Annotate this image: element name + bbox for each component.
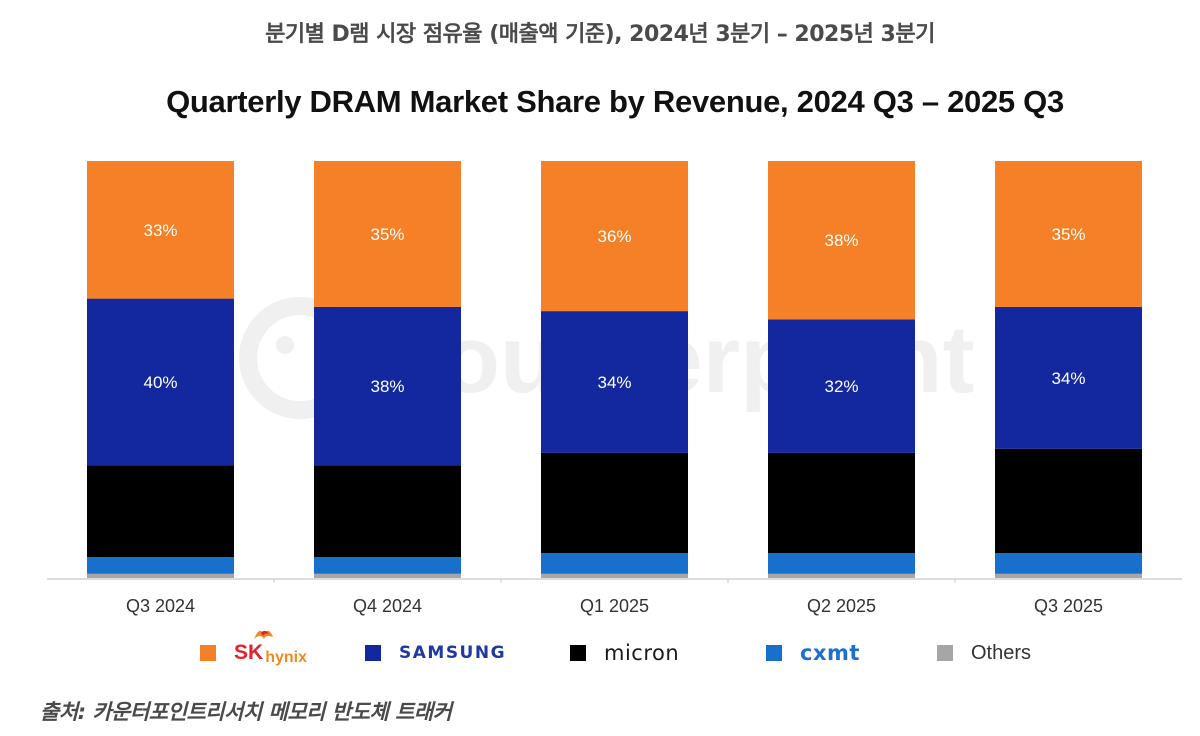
bar-segment-micron-q4-2024 <box>314 465 461 558</box>
bar-segment-cxmt-q1-2025 <box>541 552 688 574</box>
bar-segment-micron-q3-2024 <box>87 465 234 558</box>
bar-segment-sk-hynix-q2-2025 <box>768 161 915 320</box>
bar-segment-cxmt-q3-2024 <box>87 557 234 574</box>
data-label-samsung-q1-2025: 34% <box>597 373 631 392</box>
data-label-sk-hynix-q4-2024: 35% <box>370 225 404 244</box>
bar-segment-micron-q3-2025 <box>995 448 1142 553</box>
bar-segment-samsung-q4-2024 <box>314 306 461 466</box>
sk-wing-icon <box>254 630 273 639</box>
x-tick-label-q3-2025: Q3 2025 <box>1034 596 1103 616</box>
legend-swatch-micron <box>570 645 586 661</box>
bar-segment-samsung-q3-2024 <box>87 298 234 466</box>
bar-segment-samsung-q1-2025 <box>541 311 688 453</box>
bar-segment-sk-hynix-q1-2025 <box>541 161 688 312</box>
legend-label-others: Others <box>971 641 1032 664</box>
bar-segment-others-q3-2024 <box>87 573 234 578</box>
stacked-bar-chart: Counterpoint 40%33%38%35%34%36%32%38%34%… <box>47 161 1182 616</box>
legend-item-cxmt[interactable]: cxmt <box>766 638 860 668</box>
bar-segment-cxmt-q3-2025 <box>995 552 1142 574</box>
legend-item-sk-hynix[interactable]: SK hynix <box>200 630 307 668</box>
bar-segment-samsung-q2-2025 <box>768 319 915 453</box>
x-tick-label-q2-2025: Q2 2025 <box>807 596 876 616</box>
bar-segment-others-q1-2025 <box>541 573 688 578</box>
x-tick-label-q3-2024: Q3 2024 <box>126 596 195 616</box>
x-tick-label-q1-2025: Q1 2025 <box>580 596 649 616</box>
legend-label-sk: SK <box>234 641 264 664</box>
legend-label-samsung: SAMSUNG <box>399 643 507 663</box>
korean-title: 분기별 D램 시장 점유율 (매출액 기준), 2024년 3분기 – 2025… <box>265 22 935 47</box>
data-label-sk-hynix-q2-2025: 38% <box>824 231 858 250</box>
legend-swatch-sk-hynix <box>200 645 216 661</box>
chart-title: Quarterly DRAM Market Share by Revenue, … <box>166 84 1064 119</box>
data-label-sk-hynix-q1-2025: 36% <box>597 227 631 246</box>
data-label-sk-hynix-q3-2024: 33% <box>143 221 177 240</box>
legend-item-samsung[interactable]: SAMSUNG <box>365 638 506 668</box>
data-labels: 40% 33% 38% 35% 34% 36% 32% 38% 34% 35% <box>143 221 1085 396</box>
x-tick-label-q4-2024: Q4 2024 <box>353 596 422 616</box>
legend-item-micron[interactable]: micron <box>570 638 679 668</box>
bar-segment-micron-q1-2025 <box>541 452 688 553</box>
data-label-sk-hynix-q3-2025: 35% <box>1051 225 1085 244</box>
watermark-logo-dot <box>276 336 294 354</box>
bar-segment-sk-hynix-q3-2024 <box>87 161 234 299</box>
bar-segment-micron-q2-2025 <box>768 452 915 553</box>
data-label-samsung-q2-2025: 32% <box>824 377 858 396</box>
bar-segment-samsung-q3-2025 <box>995 306 1142 449</box>
legend-swatch-samsung <box>365 645 381 661</box>
x-axis-ticks <box>273 579 956 583</box>
bar-segment-sk-hynix-q4-2024 <box>314 161 461 307</box>
legend-swatch-cxmt <box>766 645 782 661</box>
source-note: 출처: 카운터포인트리서치 메모리 반도체 트래커 <box>40 700 452 724</box>
data-label-samsung-q3-2024: 40% <box>143 373 177 392</box>
bar-segment-sk-hynix-q3-2025 <box>995 161 1142 307</box>
legend-label-micron: micron <box>604 641 680 665</box>
legend-label-cxmt: cxmt <box>800 641 860 665</box>
bar-segment-others-q4-2024 <box>314 573 461 578</box>
x-tick-labels: Q3 2024 Q4 2024 Q1 2025 Q2 2025 Q3 2025 <box>126 596 1103 616</box>
bar-segment-others-q2-2025 <box>768 573 915 578</box>
data-label-samsung-q4-2024: 38% <box>370 377 404 396</box>
bar-segment-cxmt-q2-2025 <box>768 552 915 574</box>
sk-hynix-logo: SK hynix <box>234 630 307 666</box>
bars-group <box>87 161 1142 578</box>
legend-label-hynix: hynix <box>265 649 307 666</box>
bar-segment-others-q3-2025 <box>995 573 1142 578</box>
legend-item-others[interactable]: Others <box>937 638 1031 668</box>
bar-segment-cxmt-q4-2024 <box>314 557 461 574</box>
legend: SK hynix SAMSUNG micron cxmt Others <box>0 630 1200 668</box>
legend-swatch-others <box>937 645 953 661</box>
data-label-samsung-q3-2025: 34% <box>1051 369 1085 388</box>
